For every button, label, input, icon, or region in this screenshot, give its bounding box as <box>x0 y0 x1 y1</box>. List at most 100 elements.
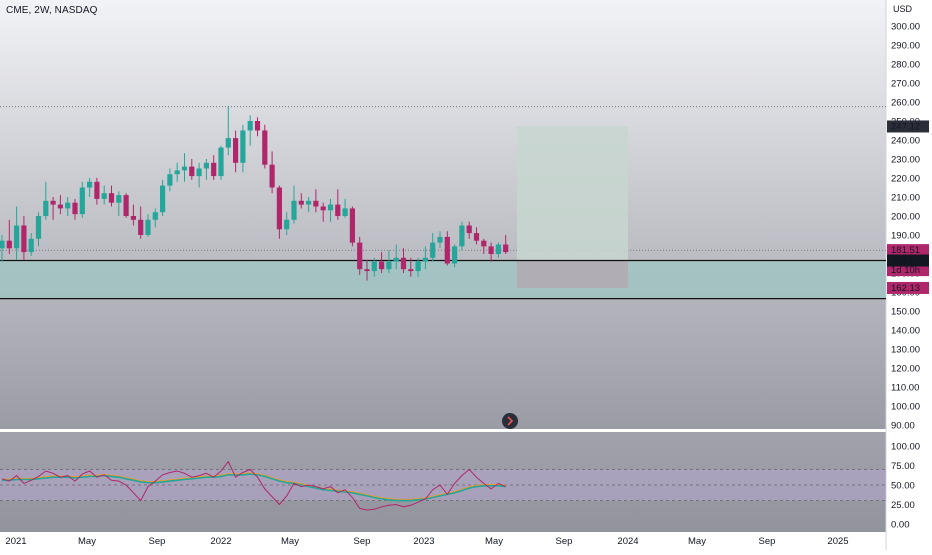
candle-body <box>349 208 355 243</box>
candle-body <box>130 216 136 220</box>
candle-body <box>167 174 173 186</box>
position-profit-zone <box>517 126 628 261</box>
time-tick-label: 2025 <box>827 536 848 547</box>
candle-body <box>79 187 85 215</box>
entry-price-badge <box>887 254 929 267</box>
candle-body <box>108 193 115 203</box>
candle-body <box>379 261 385 270</box>
candle-body <box>160 185 166 213</box>
time-axis-background <box>0 532 886 550</box>
candle-body <box>452 246 458 264</box>
time-tick-label: May <box>485 536 503 547</box>
candle-body <box>254 121 261 131</box>
current-price-badge-text: 181.51 <box>891 245 920 256</box>
currency-label: USD <box>893 4 913 14</box>
price-tick-label: 90.00 <box>891 421 915 432</box>
stop-price-badge <box>887 281 929 294</box>
candle-body <box>14 225 20 249</box>
candle-body <box>189 166 195 177</box>
price-tick-label: 190.00 <box>891 231 920 242</box>
candle-body <box>481 240 487 247</box>
axis-layer: 300.00290.00280.00270.00260.00250.00240.… <box>5 22 929 547</box>
candle-body <box>262 130 268 165</box>
candle-body <box>152 212 158 220</box>
price-tick-label: 280.00 <box>891 60 920 71</box>
candle-body <box>495 244 501 254</box>
rsi-tick-label: 50.00 <box>891 481 915 492</box>
rsi-tick-label: 75.00 <box>891 461 915 472</box>
rsi-tick-label: 25.00 <box>891 500 915 511</box>
tradingview-logo-icon[interactable] <box>502 413 518 429</box>
candle-body <box>138 219 144 235</box>
rsi-line <box>1 460 506 511</box>
candle-body <box>393 257 399 262</box>
candle-body <box>123 195 129 216</box>
candle-body <box>181 166 188 171</box>
candle-body <box>444 236 450 264</box>
candle-body <box>94 181 100 199</box>
price-tick-label: 210.00 <box>891 193 920 204</box>
candle-body <box>364 269 370 272</box>
candle-body <box>408 269 414 272</box>
price-tick-label: 260.00 <box>891 98 920 109</box>
candle-body <box>386 261 392 270</box>
candle-body <box>240 130 246 163</box>
candle-body <box>466 225 472 234</box>
current-price-badge-text: 1d 10h <box>891 265 920 276</box>
candle-body <box>269 164 275 188</box>
candle-body <box>65 202 71 209</box>
candle-body <box>196 168 202 177</box>
candle-body <box>21 225 27 253</box>
price-tick-label: 140.00 <box>891 326 920 337</box>
support-range-band <box>0 260 886 299</box>
candle-body <box>400 257 407 270</box>
time-tick-label: 2021 <box>5 536 26 547</box>
candle-body <box>116 195 122 203</box>
candle-body <box>72 202 78 215</box>
rsi-tick-label: 0.00 <box>891 520 910 531</box>
time-tick-label: May <box>281 536 299 547</box>
price-tick-label: 130.00 <box>891 345 920 356</box>
candle-body <box>233 138 239 163</box>
candle-body <box>101 193 107 199</box>
candle-body <box>28 238 34 253</box>
candle-body <box>415 261 421 272</box>
candle-body <box>306 200 312 205</box>
candle-body <box>437 236 443 243</box>
price-tick-label: 220.00 <box>891 174 920 185</box>
price-layer <box>0 105 886 300</box>
candle-body <box>284 219 290 230</box>
time-tick-label: 2022 <box>210 536 231 547</box>
price-tick-label: 240.00 <box>891 136 920 147</box>
target-price-badge <box>887 120 929 133</box>
candle-body <box>203 162 209 169</box>
candle-body <box>459 225 465 247</box>
candle-body <box>0 240 5 249</box>
candle-body <box>35 216 42 239</box>
symbol-title[interactable]: CME, 2W, NASDAQ <box>6 5 98 16</box>
candle-body <box>57 204 63 209</box>
candle-body <box>357 242 363 270</box>
candle-body <box>211 162 217 177</box>
candle-body <box>276 187 282 230</box>
candle-body <box>174 170 180 175</box>
candle-body <box>50 200 56 205</box>
price-tick-label: 200.00 <box>891 212 920 223</box>
price-tick-label: 230.00 <box>891 155 920 166</box>
position-stop-zone <box>517 260 628 288</box>
candle-body <box>320 206 326 211</box>
rsi-tick-label: 100.00 <box>891 442 920 453</box>
price-tick-label: 110.00 <box>891 383 919 394</box>
candle-body <box>225 138 231 148</box>
time-tick-label: Sep <box>759 536 776 547</box>
candle-body <box>313 200 319 207</box>
candle-body <box>87 181 93 188</box>
target-price-badge-text: 247.12 <box>891 121 920 132</box>
candle-body <box>247 121 253 131</box>
price-tick-label: 300.00 <box>891 22 920 33</box>
candle-body <box>371 261 377 272</box>
candle-body <box>43 200 49 216</box>
candle-body <box>503 244 509 253</box>
